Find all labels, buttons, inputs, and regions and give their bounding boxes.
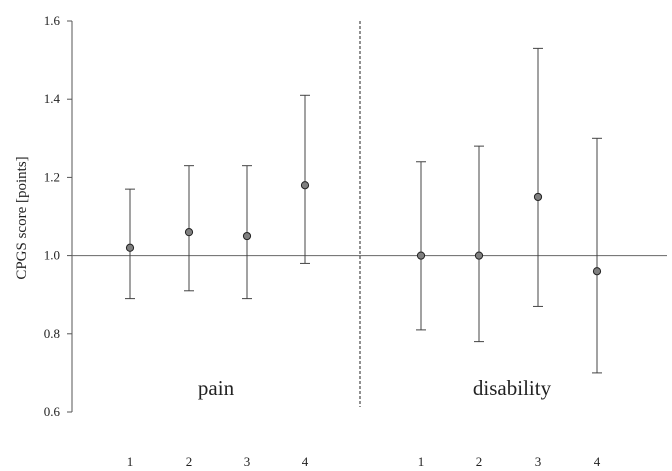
x-tick-label: 1 (418, 454, 425, 469)
data-point (474, 251, 484, 260)
data-point (125, 243, 135, 252)
x-tick-label: 1 (127, 454, 134, 469)
data-point (592, 267, 602, 276)
x-tick-label: 2 (186, 454, 193, 469)
group-labels: pain disability (198, 376, 552, 400)
y-tick-label: 0.6 (44, 404, 61, 419)
y-tick-label: 1.2 (44, 169, 60, 184)
data-marks (125, 47, 602, 374)
group-label-disability: disability (473, 376, 552, 400)
y-tick-label: 1.4 (44, 91, 61, 106)
x-tick-label: 3 (244, 454, 251, 469)
x-tick-label: 2 (476, 454, 483, 469)
data-point (416, 251, 426, 260)
y-tick-label: 0.8 (44, 326, 60, 341)
y-axis-title: CPGS score [points] (14, 156, 30, 279)
x-tick-label: 4 (302, 454, 309, 469)
y-axis: 0.6 0.8 1.0 1.2 1.4 1.6 (44, 13, 73, 419)
y-tick-label: 1.6 (44, 13, 61, 28)
x-tick-labels: 1 2 3 4 1 2 3 4 (127, 454, 601, 469)
data-point (242, 231, 252, 241)
data-point (533, 192, 543, 202)
data-point (184, 228, 194, 237)
group-label-pain: pain (198, 376, 235, 400)
x-tick-label: 3 (535, 454, 542, 469)
x-tick-label: 4 (594, 454, 601, 469)
y-tick-label: 1.0 (44, 248, 60, 263)
data-point (300, 181, 310, 190)
